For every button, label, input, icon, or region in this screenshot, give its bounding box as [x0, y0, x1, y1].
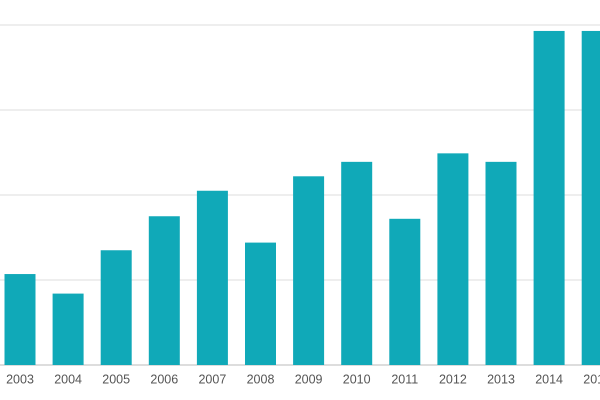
x-tick-label: 2008 [247, 372, 275, 386]
x-tick-label: 2010 [343, 372, 371, 386]
bar [485, 161, 517, 365]
x-tick-label: 2004 [54, 372, 82, 386]
bar [389, 218, 421, 365]
bar [341, 161, 373, 365]
x-tick-label: 2005 [102, 372, 130, 386]
x-tick-label: 2013 [487, 372, 515, 386]
x-tick-label: 2003 [6, 372, 34, 386]
bar [293, 176, 325, 365]
bar [437, 153, 469, 365]
x-tick-label: 2012 [439, 372, 467, 386]
x-tick-label: 2015 [583, 372, 600, 386]
bar [4, 274, 36, 365]
x-tick-label: 2009 [295, 372, 323, 386]
bar [52, 293, 84, 365]
x-tick-label: 2014 [535, 372, 563, 386]
bar [581, 30, 600, 365]
bar [245, 242, 276, 365]
x-tick-label: 2011 [391, 372, 418, 386]
bar [533, 30, 565, 365]
x-tick-label: 2006 [150, 372, 178, 386]
bar [196, 190, 228, 365]
x-tick-label: 2007 [198, 372, 226, 386]
bar [100, 250, 132, 365]
bar [148, 216, 180, 365]
